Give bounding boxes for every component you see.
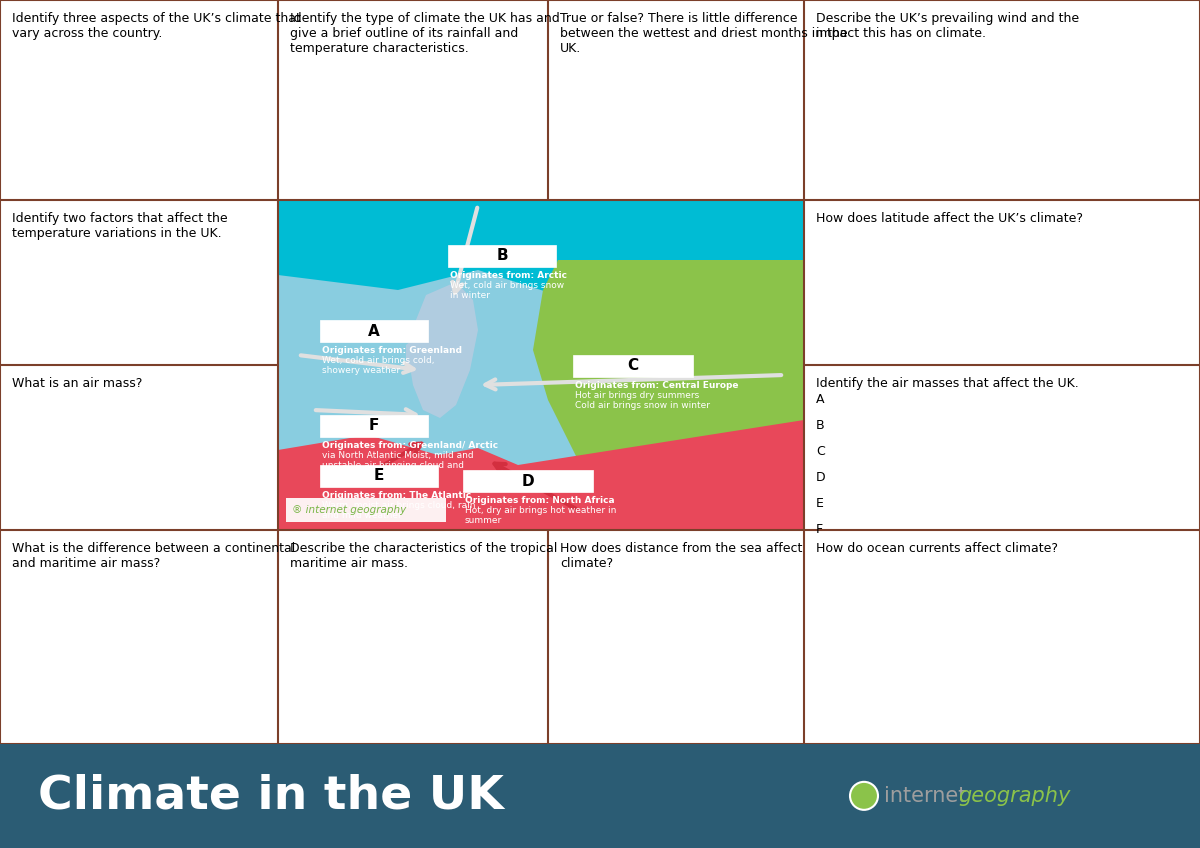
Text: Originates from: Greenland/ Arctic: Originates from: Greenland/ Arctic [322,441,498,450]
Text: Identify the air masses that affect the UK.: Identify the air masses that affect the … [816,377,1079,390]
Text: geography: geography [958,786,1070,806]
Text: Warm, moist air brings cloud, rain
and mild weather: Warm, moist air brings cloud, rain and m… [322,501,475,521]
Text: D: D [522,473,534,488]
Text: How does distance from the sea affect
climate?: How does distance from the sea affect cl… [560,542,803,570]
Bar [448,245,556,267]
Text: via North Atlantic Moist, mild and
unstable air bringing cloud and
showers: via North Atlantic Moist, mild and unsta… [322,451,474,481]
Bar [286,498,446,522]
Text: E: E [374,468,384,483]
Text: D: D [816,471,826,484]
Text: Originates from: Arctic: Originates from: Arctic [450,271,568,280]
Text: Originates from: The Atlantic: Originates from: The Atlantic [322,491,472,500]
Text: Hot, dry air brings hot weather in
summer: Hot, dry air brings hot weather in summe… [466,506,617,526]
Text: C: C [628,359,638,373]
Bar [320,465,438,487]
Text: Hot air brings dry summers
Cold air brings snow in winter: Hot air brings dry summers Cold air brin… [575,391,710,410]
Text: internet: internet [884,786,966,806]
Text: A: A [816,393,824,406]
Circle shape [850,782,878,810]
Text: Describe the characteristics of the tropical
maritime air mass.: Describe the characteristics of the trop… [290,542,557,570]
Text: What is an air mass?: What is an air mass? [12,377,143,390]
Text: F: F [816,523,823,536]
Text: F: F [368,419,379,433]
Text: How do ocean currents affect climate?: How do ocean currents affect climate? [816,542,1058,555]
Text: Wet, cold air brings snow
in winter: Wet, cold air brings snow in winter [450,281,564,300]
Bar [574,355,694,377]
Text: Climate in the UK: Climate in the UK [38,773,504,818]
Text: True or false? There is little difference
between the wettest and driest months : True or false? There is little differenc… [560,12,847,55]
Text: Wet, cold air brings cold,
showery weather: Wet, cold air brings cold, showery weath… [322,356,434,376]
Text: Originates from: Central Europe: Originates from: Central Europe [575,381,738,390]
Polygon shape [406,335,426,375]
Bar [463,470,593,492]
Bar [320,415,428,437]
Polygon shape [408,282,478,418]
Text: Originates from: North Africa: Originates from: North Africa [466,496,614,505]
Text: ® internet geography: ® internet geography [292,505,407,515]
Text: Describe the UK’s prevailing wind and the
impact this has on climate.: Describe the UK’s prevailing wind and th… [816,12,1079,40]
Text: Identify two factors that affect the
temperature variations in the UK.: Identify two factors that affect the tem… [12,212,228,240]
Polygon shape [278,200,804,305]
Bar [278,200,804,530]
Bar [320,320,428,342]
Text: A: A [368,323,380,338]
Text: B: B [816,419,824,432]
Text: E: E [816,497,824,510]
Text: How does latitude affect the UK’s climate?: How does latitude affect the UK’s climat… [816,212,1084,225]
Polygon shape [533,260,804,470]
Text: B: B [496,248,508,264]
Text: C: C [816,445,824,458]
Text: Identify three aspects of the UK’s climate that
vary across the country.: Identify three aspects of the UK’s clima… [12,12,301,40]
Text: What is the difference between a continental
and maritime air mass?: What is the difference between a contine… [12,542,295,570]
Text: Identify the type of climate the UK has and
give a brief outline of its rainfall: Identify the type of climate the UK has … [290,12,559,55]
Text: Originates from: Greenland: Originates from: Greenland [322,346,462,355]
Polygon shape [278,420,804,530]
